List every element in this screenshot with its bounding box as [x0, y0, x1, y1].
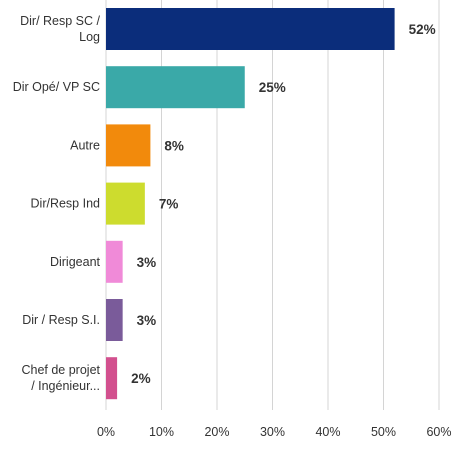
- value-label-1: 25%: [259, 80, 286, 95]
- bar-3: [106, 182, 145, 225]
- category-label-line: / Ingénieur...: [31, 379, 100, 393]
- value-label-0: 52%: [409, 22, 436, 37]
- category-label-2: Autre: [70, 138, 100, 152]
- category-label-line: Chef de projet: [21, 363, 100, 377]
- category-label-1: Dir Opé/ VP SC: [13, 80, 100, 94]
- bar-5: [106, 299, 123, 341]
- category-label-line: Dir / Resp S.I.: [22, 313, 100, 327]
- category-label-5: Dir / Resp S.I.: [22, 313, 100, 327]
- value-label-2: 8%: [164, 138, 184, 153]
- category-label-line: Log: [79, 30, 100, 44]
- x-tick-label-4: 40%: [315, 425, 340, 439]
- x-tick-label-6: 60%: [426, 425, 451, 439]
- value-label-3: 7%: [159, 197, 179, 212]
- bar-2: [106, 124, 151, 167]
- x-tick-label-0: 0%: [97, 425, 115, 439]
- category-label-line: Dir/ Resp SC /: [20, 14, 100, 28]
- category-label-line: Dirigeant: [50, 255, 101, 269]
- bar-1: [106, 66, 245, 109]
- x-tick-label-2: 20%: [204, 425, 229, 439]
- value-label-4: 3%: [137, 255, 157, 270]
- bar-4: [106, 240, 123, 283]
- category-label-4: Dirigeant: [50, 255, 101, 269]
- category-label-3: Dir/Resp Ind: [31, 197, 101, 211]
- gridlines: [105, 0, 440, 410]
- category-label-line: Dir/Resp Ind: [31, 197, 101, 211]
- bar-6: [106, 357, 118, 400]
- x-tick-label-1: 10%: [149, 425, 174, 439]
- bars: [106, 8, 395, 400]
- category-labels: Dir/ Resp SC / Log Dir Opé/ VP SC Autre Dir/…: [13, 14, 101, 393]
- x-axis-tick-labels: 0% 10% 20% 30% 40% 50% 60%: [97, 425, 452, 439]
- value-label-5: 3%: [137, 313, 157, 328]
- bar-0: [106, 8, 395, 50]
- category-label-line: Dir Opé/ VP SC: [13, 80, 100, 94]
- category-label-line: Autre: [70, 138, 100, 152]
- x-tick-label-5: 50%: [371, 425, 396, 439]
- value-labels: 52% 25% 8% 7% 3% 3% 2%: [131, 22, 436, 386]
- value-label-6: 2%: [131, 371, 151, 386]
- category-label-6: Chef de projet / Ingénieur...: [21, 363, 100, 393]
- x-tick-label-3: 30%: [260, 425, 285, 439]
- category-label-0: Dir/ Resp SC / Log: [20, 14, 100, 44]
